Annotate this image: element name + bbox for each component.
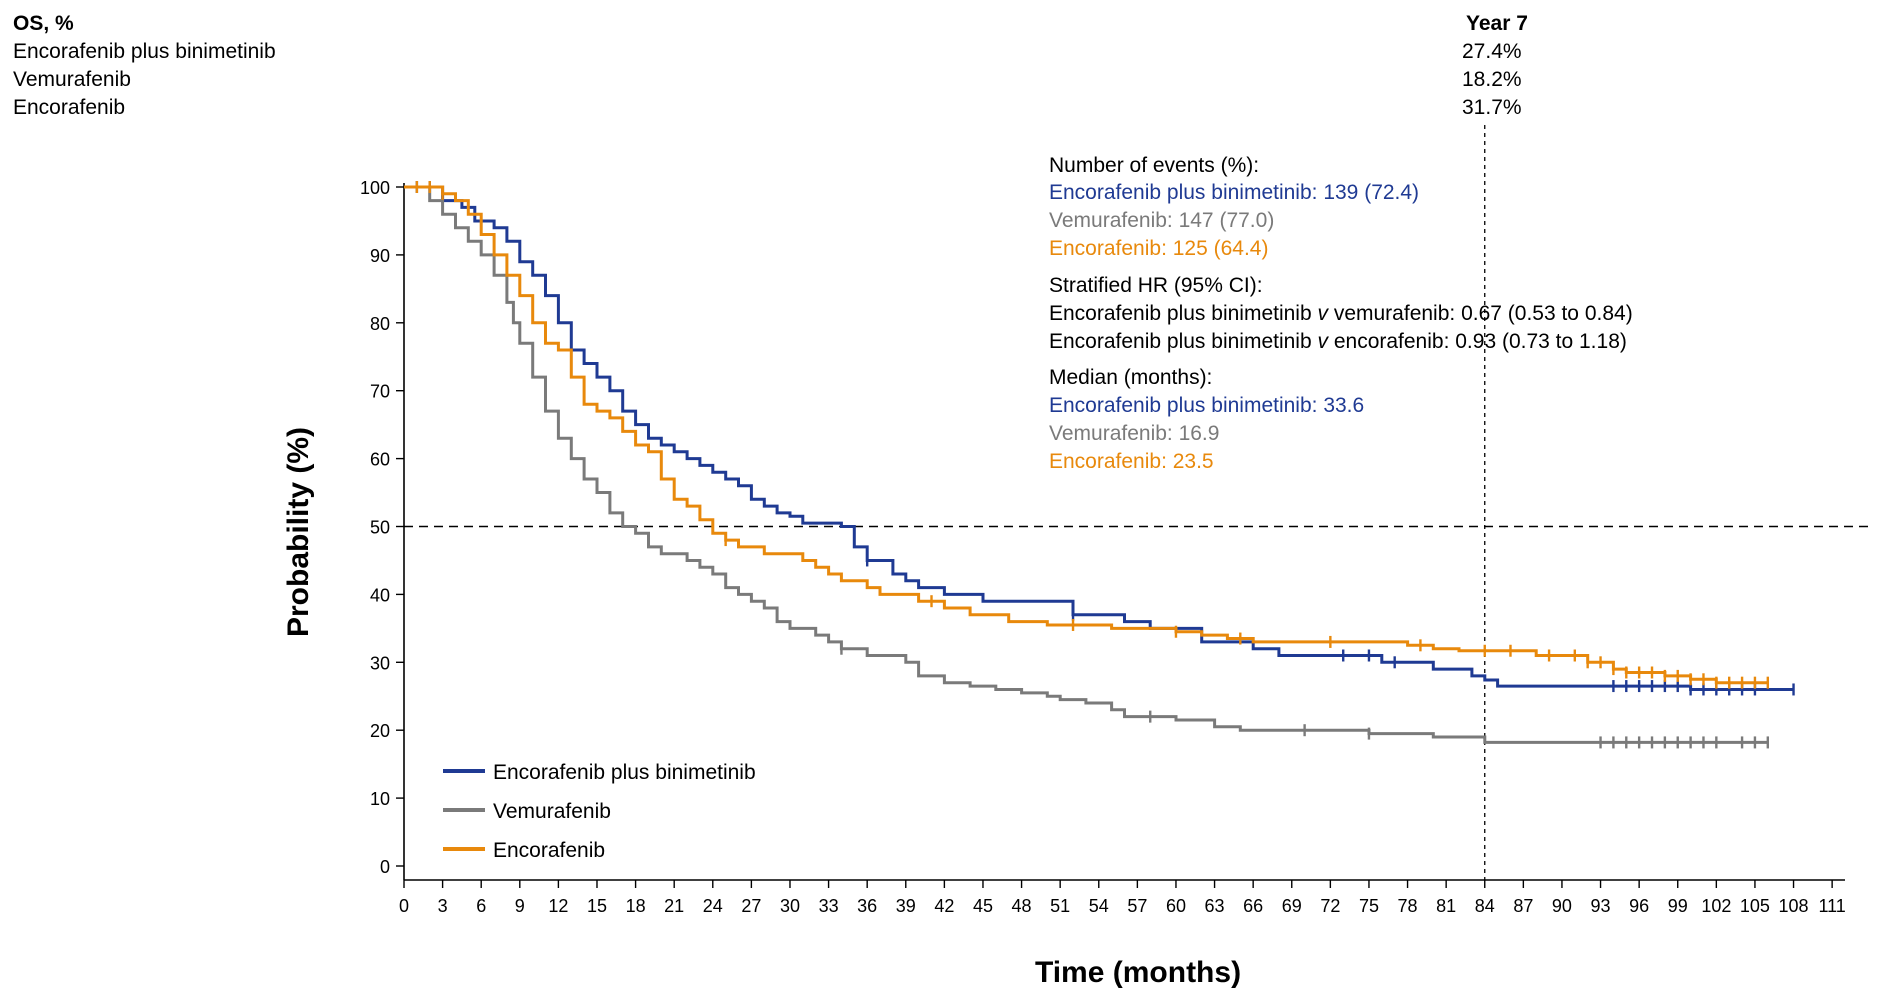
legend: Encorafenib plus binimetinib Vemurafenib… xyxy=(443,761,756,862)
os-table-label-encbin: Encorafenib plus binimetinib xyxy=(13,40,276,63)
x-tick-label: 33 xyxy=(819,896,839,916)
x-tick-label: 75 xyxy=(1359,896,1379,916)
x-tick-label: 81 xyxy=(1436,896,1456,916)
os-table-value-vem: 18.2% xyxy=(1462,68,1522,91)
x-tick-label: 87 xyxy=(1513,896,1533,916)
x-tick-label: 9 xyxy=(515,896,525,916)
y-axis-title: Probability (%) xyxy=(282,427,315,637)
events-encbin: Encorafenib plus binimetinib: 139 (72.4) xyxy=(1049,181,1419,204)
reference-lines xyxy=(404,125,1870,880)
hr-title: Stratified HR (95% CI): xyxy=(1049,274,1263,297)
x-tick-label: 36 xyxy=(857,896,877,916)
x-tick-label: 57 xyxy=(1127,896,1147,916)
y-tick-label: 70 xyxy=(370,382,390,402)
x-tick-label: 27 xyxy=(741,896,761,916)
survival-curves xyxy=(404,181,1795,749)
x-tick-label: 66 xyxy=(1243,896,1263,916)
x-tick-label: 72 xyxy=(1320,896,1340,916)
x-tick-label: 108 xyxy=(1779,896,1809,916)
x-tick-label: 30 xyxy=(780,896,800,916)
y-tick-label: 30 xyxy=(370,653,390,673)
x-tick-label: 21 xyxy=(664,896,684,916)
curve-enc xyxy=(404,185,1768,685)
x-tick-label: 78 xyxy=(1398,896,1418,916)
x-tick-label: 105 xyxy=(1740,896,1770,916)
x-tick-label: 45 xyxy=(973,896,993,916)
x-tick-label: 84 xyxy=(1475,896,1495,916)
annotation-block: Number of events (%): Encorafenib plus b… xyxy=(1049,154,1633,473)
legend-label-encbin: Encorafenib plus binimetinib xyxy=(493,761,756,784)
x-tick-label: 18 xyxy=(626,896,646,916)
median-enc: Encorafenib: 23.5 xyxy=(1049,450,1214,473)
x-tick-label: 99 xyxy=(1668,896,1688,916)
x-tick-label: 93 xyxy=(1591,896,1611,916)
os-table-label-enc: Encorafenib xyxy=(13,96,125,119)
events-vem: Vemurafenib: 147 (77.0) xyxy=(1049,209,1274,232)
y-tick-label: 0 xyxy=(380,857,390,877)
hr-line-2: Encorafenib plus binimetinib v encorafen… xyxy=(1049,330,1627,353)
events-enc: Encorafenib: 125 (64.4) xyxy=(1049,237,1268,260)
y-tick-label: 50 xyxy=(370,518,390,538)
y-tick-label: 60 xyxy=(370,450,390,470)
os-table-value-encbin: 27.4% xyxy=(1462,40,1522,63)
median-vem: Vemurafenib: 16.9 xyxy=(1049,422,1219,445)
y-tick-label: 100 xyxy=(360,178,390,198)
os-table-header: OS, % xyxy=(13,12,74,35)
x-tick-label: 0 xyxy=(399,896,409,916)
x-tick-label: 24 xyxy=(703,896,723,916)
y-tick-label: 40 xyxy=(370,585,390,605)
x-tick-label: 90 xyxy=(1552,896,1572,916)
y-tick-label: 90 xyxy=(370,246,390,266)
curve-encbin xyxy=(404,185,1794,691)
x-tick-label: 42 xyxy=(934,896,954,916)
y-tick-label: 20 xyxy=(370,721,390,741)
y-tick-label: 80 xyxy=(370,314,390,334)
x-tick-label: 111 xyxy=(1818,896,1845,916)
median-encbin: Encorafenib plus binimetinib: 33.6 xyxy=(1049,394,1364,417)
year7-header: Year 7 xyxy=(1466,12,1528,35)
x-tick-label: 48 xyxy=(1012,896,1032,916)
x-tick-label: 39 xyxy=(896,896,916,916)
x-tick-label: 69 xyxy=(1282,896,1302,916)
y-tick-label: 10 xyxy=(370,789,390,809)
events-title: Number of events (%): xyxy=(1049,154,1259,177)
os-table: OS, % Encorafenib plus binimetinib Vemur… xyxy=(13,12,1528,119)
x-tick-label: 60 xyxy=(1166,896,1186,916)
x-tick-label: 102 xyxy=(1701,896,1731,916)
hr-line-1: Encorafenib plus binimetinib v vemurafen… xyxy=(1049,302,1633,325)
x-tick-label: 63 xyxy=(1205,896,1225,916)
x-tick-label: 51 xyxy=(1050,896,1070,916)
legend-label-vem: Vemurafenib xyxy=(493,800,611,823)
x-axis-title: Time (months) xyxy=(1035,956,1241,989)
x-tick-label: 6 xyxy=(476,896,486,916)
median-title: Median (months): xyxy=(1049,366,1212,389)
x-tick-label: 54 xyxy=(1089,896,1109,916)
os-table-label-vem: Vemurafenib xyxy=(13,68,131,91)
x-tick-label: 3 xyxy=(438,896,448,916)
x-tick-label: 12 xyxy=(548,896,568,916)
os-table-value-enc: 31.7% xyxy=(1462,96,1522,119)
x-tick-label: 15 xyxy=(587,896,607,916)
curve-vem xyxy=(404,185,1768,744)
legend-label-enc: Encorafenib xyxy=(493,839,605,862)
x-tick-label: 96 xyxy=(1629,896,1649,916)
